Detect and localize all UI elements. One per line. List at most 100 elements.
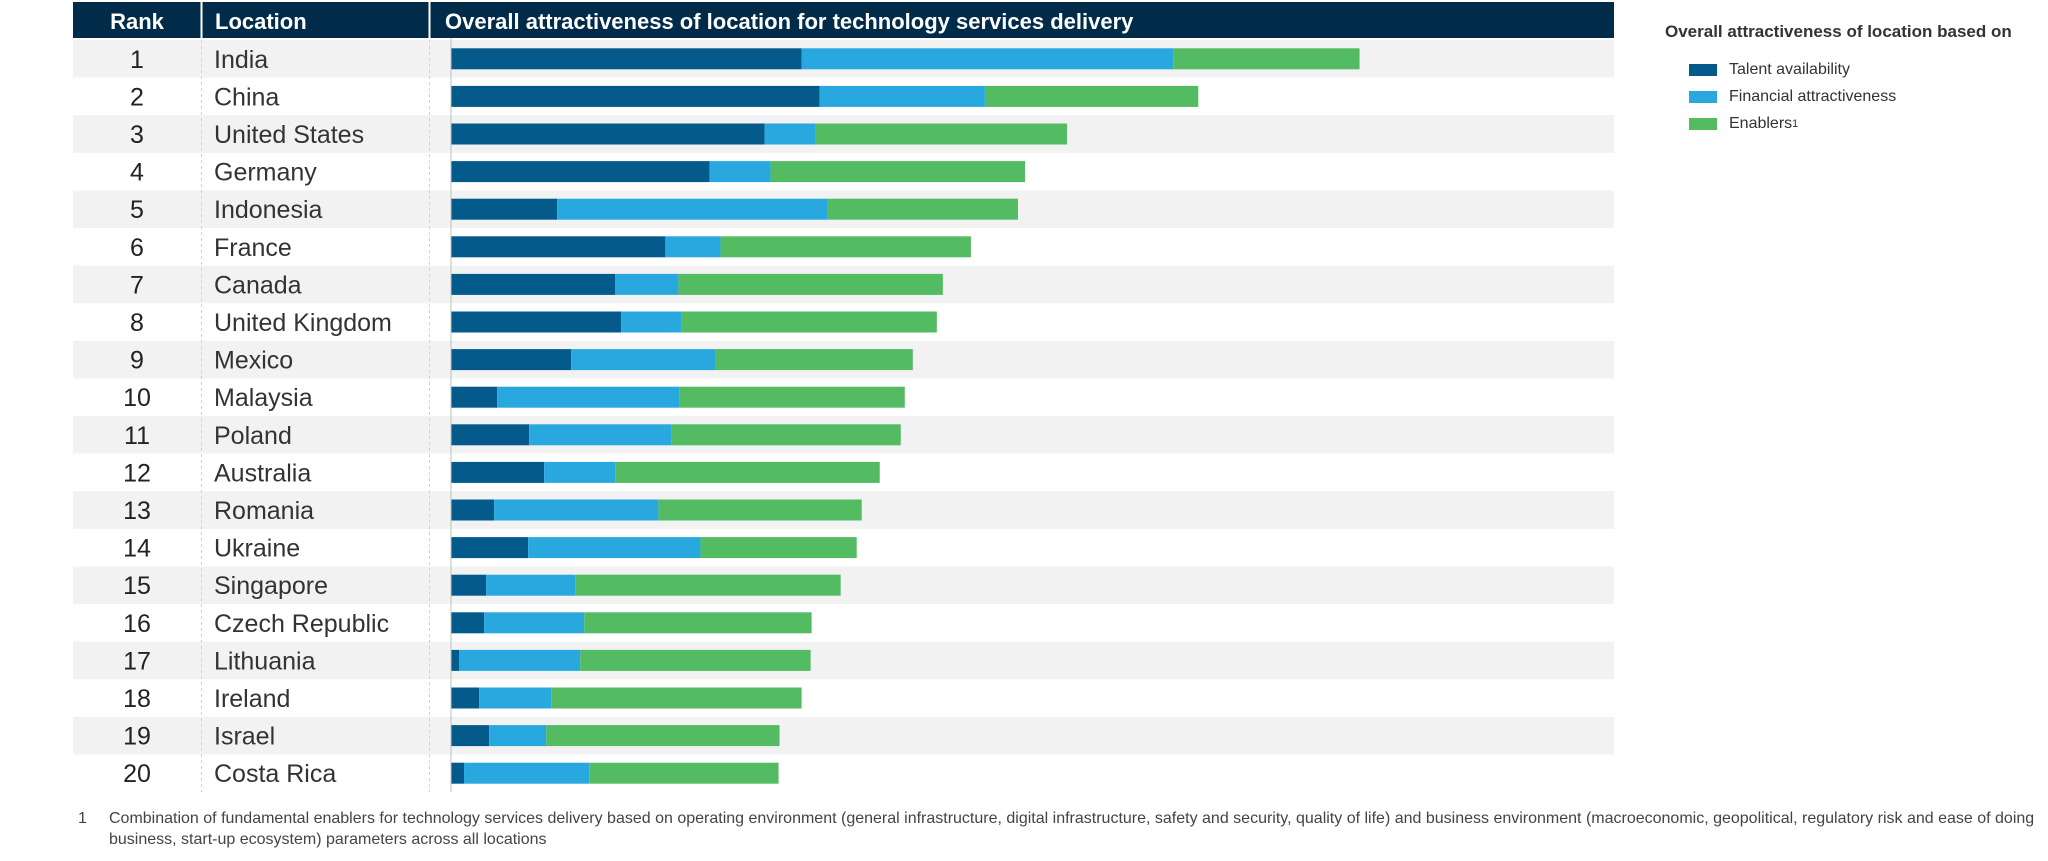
bar-segment-financial-attractiveness xyxy=(489,725,547,747)
bar-segment-enablers xyxy=(678,273,943,295)
bar-segment-financial-attractiveness xyxy=(497,386,680,408)
bar-segment-talent-availability xyxy=(451,48,802,70)
table-row: 5 Indonesia xyxy=(130,196,1018,224)
table-row: 10 Malaysia xyxy=(123,384,905,412)
stacked-bar-chart: Rank Location Overall attractiveness of … xyxy=(73,2,1614,792)
table-row: 12 Australia xyxy=(123,459,880,487)
table-row: 15 Singapore xyxy=(123,572,841,600)
bar-segment-talent-availability xyxy=(451,762,465,784)
bar-segment-talent-availability xyxy=(451,649,460,671)
bar-segment-talent-availability xyxy=(451,349,572,371)
rank-label: 8 xyxy=(130,309,144,337)
bar-segment-financial-attractiveness xyxy=(486,574,576,596)
bar-segment-financial-attractiveness xyxy=(459,649,581,671)
bar-segment-enablers xyxy=(546,725,780,747)
rank-label: 5 xyxy=(130,196,144,224)
location-label: Ireland xyxy=(214,685,290,713)
location-label: Costa Rica xyxy=(214,760,336,788)
footnote-text: Combination of fundamental enablers for … xyxy=(109,810,2035,848)
bar-segment-financial-attractiveness xyxy=(571,349,716,371)
location-label: Czech Republic xyxy=(214,610,389,638)
legend-swatch-talent xyxy=(1689,63,1717,76)
header-bar xyxy=(73,2,1614,38)
legend-item-talent: Talent availability xyxy=(1665,56,2045,83)
legend-footnote-ref: 1 xyxy=(1792,117,1799,130)
table-row: 8 United Kingdom xyxy=(130,309,937,337)
bar-segment-talent-availability xyxy=(451,161,710,183)
rank-label: 18 xyxy=(123,685,151,713)
legend-title: Overall attractiveness of location based… xyxy=(1665,22,2012,41)
footnote-marker: 1 xyxy=(78,810,87,827)
location-label: United States xyxy=(214,121,364,149)
location-label: Indonesia xyxy=(214,196,323,224)
bar-segment-enablers xyxy=(575,574,841,596)
rank-label: 7 xyxy=(130,271,144,299)
rank-label: 13 xyxy=(123,497,151,525)
rank-label: 11 xyxy=(124,422,150,450)
rank-label: 9 xyxy=(130,347,144,375)
bar-segment-enablers xyxy=(615,461,880,483)
bar-segment-financial-attractiveness xyxy=(557,198,828,220)
bar-segment-enablers xyxy=(770,161,1025,183)
bar-segment-talent-availability xyxy=(451,461,545,483)
table-row: 14 Ukraine xyxy=(123,535,857,563)
location-label: Romania xyxy=(214,497,314,525)
bar-segment-enablers xyxy=(658,499,862,521)
location-label: India xyxy=(214,46,268,74)
bar-segment-talent-availability xyxy=(451,612,485,634)
rank-label: 15 xyxy=(123,572,151,600)
bar-segment-talent-availability xyxy=(451,687,480,709)
rank-label: 2 xyxy=(130,83,144,111)
table-row: 4 Germany xyxy=(130,159,1025,187)
bar-segment-financial-attractiveness xyxy=(464,762,590,784)
bar-segment-talent-availability xyxy=(451,311,622,333)
footnote: 1 Combination of fundamental enablers fo… xyxy=(78,808,2038,850)
bar-segment-talent-availability xyxy=(451,273,616,295)
bar-segment-financial-attractiveness xyxy=(764,123,816,145)
chart-header: Overall attractiveness of location for t… xyxy=(445,9,1134,34)
bar-segment-financial-attractiveness xyxy=(484,612,585,634)
bar-segment-enablers xyxy=(715,349,913,371)
bar-segment-financial-attractiveness xyxy=(494,499,659,521)
location-label: Ukraine xyxy=(214,535,300,563)
rank-label: 17 xyxy=(123,647,151,675)
legend-item-enablers: Enablers 1 xyxy=(1665,110,2045,137)
row-shade xyxy=(73,716,1614,755)
bar-segment-enablers xyxy=(551,687,802,709)
legend-label-financial: Financial attractiveness xyxy=(1729,87,1897,105)
bar-segment-talent-availability xyxy=(451,236,666,258)
location-label: Germany xyxy=(214,159,317,187)
legend-item-financial: Financial attractiveness xyxy=(1665,83,2045,110)
rank-label: 19 xyxy=(123,723,151,751)
bar-segment-talent-availability xyxy=(451,725,490,747)
rank-label: 10 xyxy=(123,384,151,412)
location-label: Lithuania xyxy=(214,647,316,675)
bar-segment-enablers xyxy=(815,123,1068,145)
bar-segment-enablers xyxy=(720,236,971,258)
bar-segment-financial-attractiveness xyxy=(615,273,679,295)
bar-segment-talent-availability xyxy=(451,386,498,408)
table-row: 11 Poland xyxy=(124,422,901,450)
bar-segment-financial-attractiveness xyxy=(709,161,771,183)
bar-segment-enablers xyxy=(679,386,905,408)
row-shade xyxy=(73,641,1614,680)
table-row: 1 India xyxy=(130,46,1360,74)
rank-label: 1 xyxy=(130,46,144,74)
table-row: 18 Ireland xyxy=(123,685,802,713)
chart-rows: 1 India 2 China 3 United States 4 Germany 5 Indon… xyxy=(123,46,1360,788)
bar-segment-talent-availability xyxy=(451,85,820,107)
rank-label: 20 xyxy=(123,760,151,788)
chart-legend: Overall attractiveness of location based… xyxy=(1665,22,2045,137)
rank-label: 3 xyxy=(130,121,144,149)
bar-segment-enablers xyxy=(1173,48,1360,70)
rank-label: 16 xyxy=(123,610,151,638)
bar-segment-enablers xyxy=(589,762,779,784)
bar-segment-financial-attractiveness xyxy=(479,687,552,709)
bar-segment-talent-availability xyxy=(451,537,529,559)
table-row: 7 Canada xyxy=(130,271,943,299)
bar-segment-enablers xyxy=(700,537,857,559)
bar-segment-talent-availability xyxy=(451,574,487,596)
bar-segment-talent-availability xyxy=(451,123,765,145)
legend-swatch-financial xyxy=(1689,90,1717,103)
legend-label-enablers: Enablers xyxy=(1729,114,1793,132)
